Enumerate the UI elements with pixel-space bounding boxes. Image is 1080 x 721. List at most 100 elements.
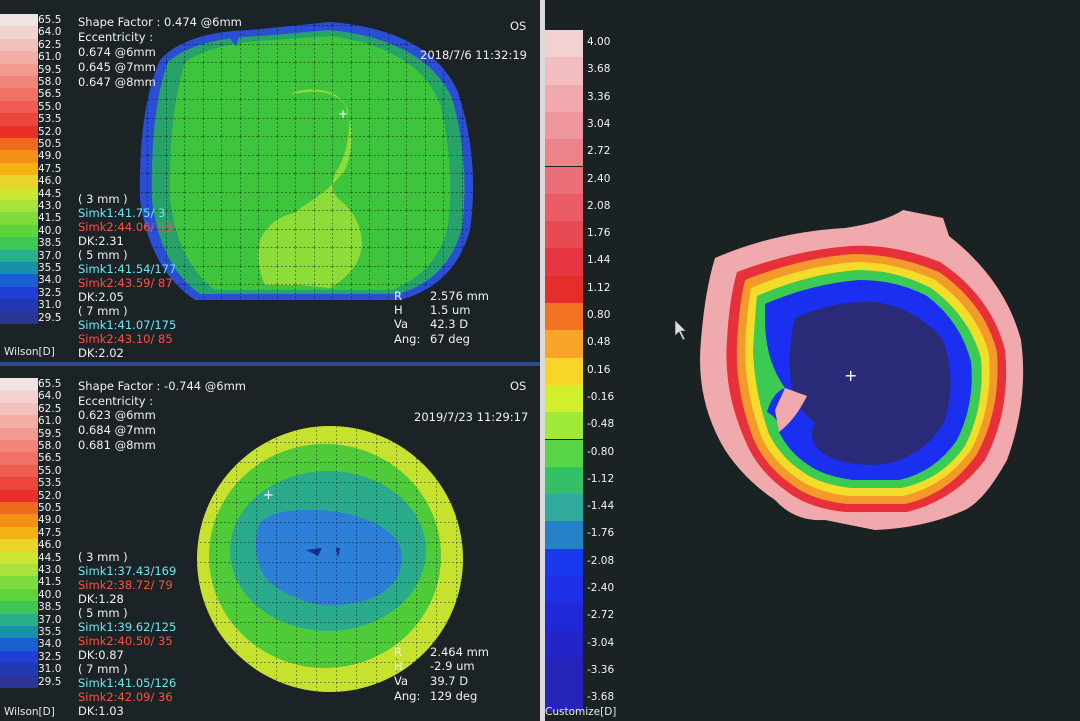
scale-swatch bbox=[0, 150, 38, 163]
scale-swatch bbox=[545, 166, 583, 194]
scale-value: 52.0 bbox=[38, 125, 62, 138]
scale-swatch bbox=[545, 357, 583, 385]
scale-swatch bbox=[0, 564, 38, 577]
zone-5mm-dk: DK:0.87 bbox=[78, 648, 124, 662]
scale-value: 3.04 bbox=[587, 117, 611, 130]
scale-swatch bbox=[0, 237, 38, 250]
panel-divider-vertical bbox=[540, 0, 545, 721]
zone-7mm-dk: DK:2.02 bbox=[78, 346, 124, 360]
cursor-ang-label: Ang: bbox=[394, 689, 421, 703]
scale-swatch bbox=[0, 502, 38, 515]
scale-value: 43.0 bbox=[38, 200, 62, 212]
scale-swatch bbox=[545, 30, 583, 58]
map-center-cross: + bbox=[263, 488, 274, 503]
scale-swatch bbox=[545, 330, 583, 358]
scale-swatch bbox=[545, 466, 583, 495]
eccentricity-7mm: 0.645 @7mm bbox=[78, 60, 156, 74]
scale-value: -0.80 bbox=[587, 445, 615, 458]
scale-value: -1.12 bbox=[587, 472, 615, 485]
scale-swatch bbox=[545, 275, 583, 303]
cursor-ang-label: Ang: bbox=[394, 332, 421, 346]
scale-value: 44.5 bbox=[38, 551, 62, 564]
scale-swatch bbox=[0, 526, 38, 540]
corneal-map-bottom: + bbox=[197, 426, 463, 692]
scale-swatch bbox=[545, 84, 583, 112]
color-scale-customize: 4.00 3.68 3.36 3.04 2.72 2.40 2.08 1.76 1.44 1.12… bbox=[545, 30, 625, 713]
scale-swatch bbox=[0, 212, 38, 225]
mouse-cursor-icon bbox=[674, 319, 687, 341]
cursor-h-label: H bbox=[394, 659, 403, 673]
scale-value: 59.5 bbox=[38, 427, 62, 440]
scale-value: 1.12 bbox=[587, 281, 611, 294]
panel-divider-horizontal bbox=[0, 362, 540, 366]
scale-value: 0.80 bbox=[587, 309, 611, 321]
scale-swatch bbox=[0, 100, 38, 114]
scale-value: 3.36 bbox=[587, 90, 611, 103]
scale-swatch bbox=[0, 125, 38, 138]
scale-row: 55.0 bbox=[0, 464, 66, 478]
cursor-ang-value: 129 deg bbox=[430, 689, 478, 703]
scale-value: -1.76 bbox=[587, 527, 615, 540]
scale-swatch bbox=[0, 601, 38, 614]
scale-value: 47.5 bbox=[38, 526, 62, 539]
scale-swatch bbox=[0, 113, 38, 126]
scale-row: 59.5 bbox=[0, 63, 66, 76]
scale-swatch bbox=[545, 57, 583, 85]
scale-swatch bbox=[0, 588, 38, 602]
cursor-h-value: 1.5 um bbox=[430, 303, 471, 317]
exam-datetime: 2019/7/23 11:29:17 bbox=[414, 410, 529, 424]
scale-value: 53.5 bbox=[38, 477, 62, 490]
scale-swatch bbox=[545, 412, 583, 440]
difference-map-panel: 4.00 3.68 3.36 3.04 2.72 2.40 2.08 1.76 1.44 1.12… bbox=[545, 0, 1080, 721]
shape-factor: Shape Factor : 0.474 @6mm bbox=[78, 15, 242, 29]
scale-swatch bbox=[0, 650, 38, 664]
scale-value: 46.0 bbox=[38, 539, 62, 552]
scale-row: 49.0 bbox=[0, 150, 66, 163]
scale-swatch bbox=[0, 440, 38, 453]
scale-value: 49.0 bbox=[38, 514, 62, 527]
scale-row: 29.5 bbox=[0, 311, 66, 324]
scale-value: 55.0 bbox=[38, 100, 62, 113]
scale-row: 46.0 bbox=[0, 175, 66, 188]
scale-row: 44.5 bbox=[0, 187, 66, 200]
scale-swatch bbox=[545, 494, 583, 522]
scale-caption: Customize[D] bbox=[545, 706, 617, 718]
scale-swatch bbox=[0, 299, 38, 312]
scale-row: 46.0 bbox=[0, 539, 66, 552]
scale-value: 49.0 bbox=[38, 150, 62, 163]
scale-swatch bbox=[0, 415, 38, 428]
scale-row: 29.5 bbox=[0, 675, 66, 688]
scale-swatch bbox=[0, 274, 38, 287]
topography-panel-top: 65.5 64.0 62.5 61.0 59.5 58.0 56.5 55.0 53.5 52.0… bbox=[0, 0, 540, 362]
scale-value: 50.5 bbox=[38, 138, 62, 150]
scale-value: 41.5 bbox=[38, 212, 62, 225]
scale-swatch bbox=[0, 138, 38, 151]
scale-row: 53.5 bbox=[0, 113, 66, 126]
scale-swatch bbox=[0, 26, 38, 39]
scale-value: 46.0 bbox=[38, 175, 62, 188]
scale-swatch bbox=[0, 162, 38, 176]
scale-value: 4.00 bbox=[587, 36, 611, 48]
scale-value: 2.08 bbox=[587, 199, 611, 212]
scale-swatch bbox=[0, 262, 38, 275]
zone-5mm-simk1: Simk1:39.62/125 bbox=[78, 620, 177, 634]
scale-value: -0.16 bbox=[587, 390, 615, 403]
color-scale-wilson: 65.5 64.0 62.5 61.0 59.5 58.0 56.5 55.0 53.5 52.0… bbox=[0, 378, 66, 690]
scale-row: 38.5 bbox=[0, 601, 66, 614]
cursor-ang-value: 67 deg bbox=[430, 332, 470, 346]
zone-5mm-simk2: Simk2:40.50/ 35 bbox=[78, 634, 173, 648]
scale-value: 1.76 bbox=[587, 227, 611, 240]
scale-value: 35.5 bbox=[38, 262, 62, 274]
zone-3mm-dk: DK:1.28 bbox=[78, 592, 124, 606]
scale-row: 62.5 bbox=[0, 402, 66, 416]
scale-swatch bbox=[0, 489, 38, 502]
scale-swatch bbox=[0, 514, 38, 527]
scale-row: 55.0 bbox=[0, 100, 66, 114]
scale-value: 0.48 bbox=[587, 336, 611, 349]
scale-value: 56.5 bbox=[38, 88, 62, 101]
scale-swatch bbox=[545, 439, 583, 467]
scale-value: -2.08 bbox=[587, 554, 615, 567]
zone-3mm-simk1: Simk1:41.75/ 3 bbox=[78, 206, 166, 220]
scale-row: 52.0 bbox=[0, 489, 66, 502]
zone-3mm-dk: DK:2.31 bbox=[78, 234, 124, 248]
